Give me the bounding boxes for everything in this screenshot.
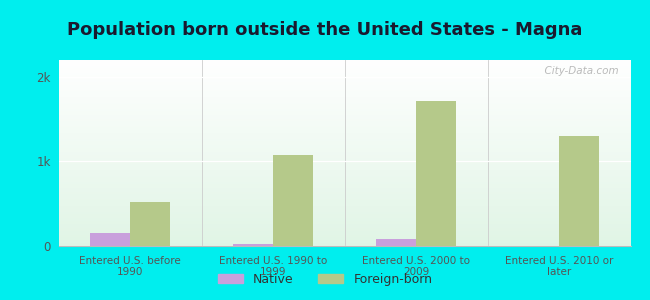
Bar — [90, 233, 130, 246]
Bar — [233, 244, 273, 246]
Text: City-Data.com: City-Data.com — [538, 66, 619, 76]
Bar — [273, 155, 313, 246]
Bar — [416, 100, 456, 246]
Legend: Native, Foreign-born: Native, Foreign-born — [213, 268, 437, 291]
Bar — [376, 239, 416, 246]
Bar — [130, 202, 170, 246]
Bar — [559, 136, 599, 246]
Text: Population born outside the United States - Magna: Population born outside the United State… — [68, 21, 582, 39]
